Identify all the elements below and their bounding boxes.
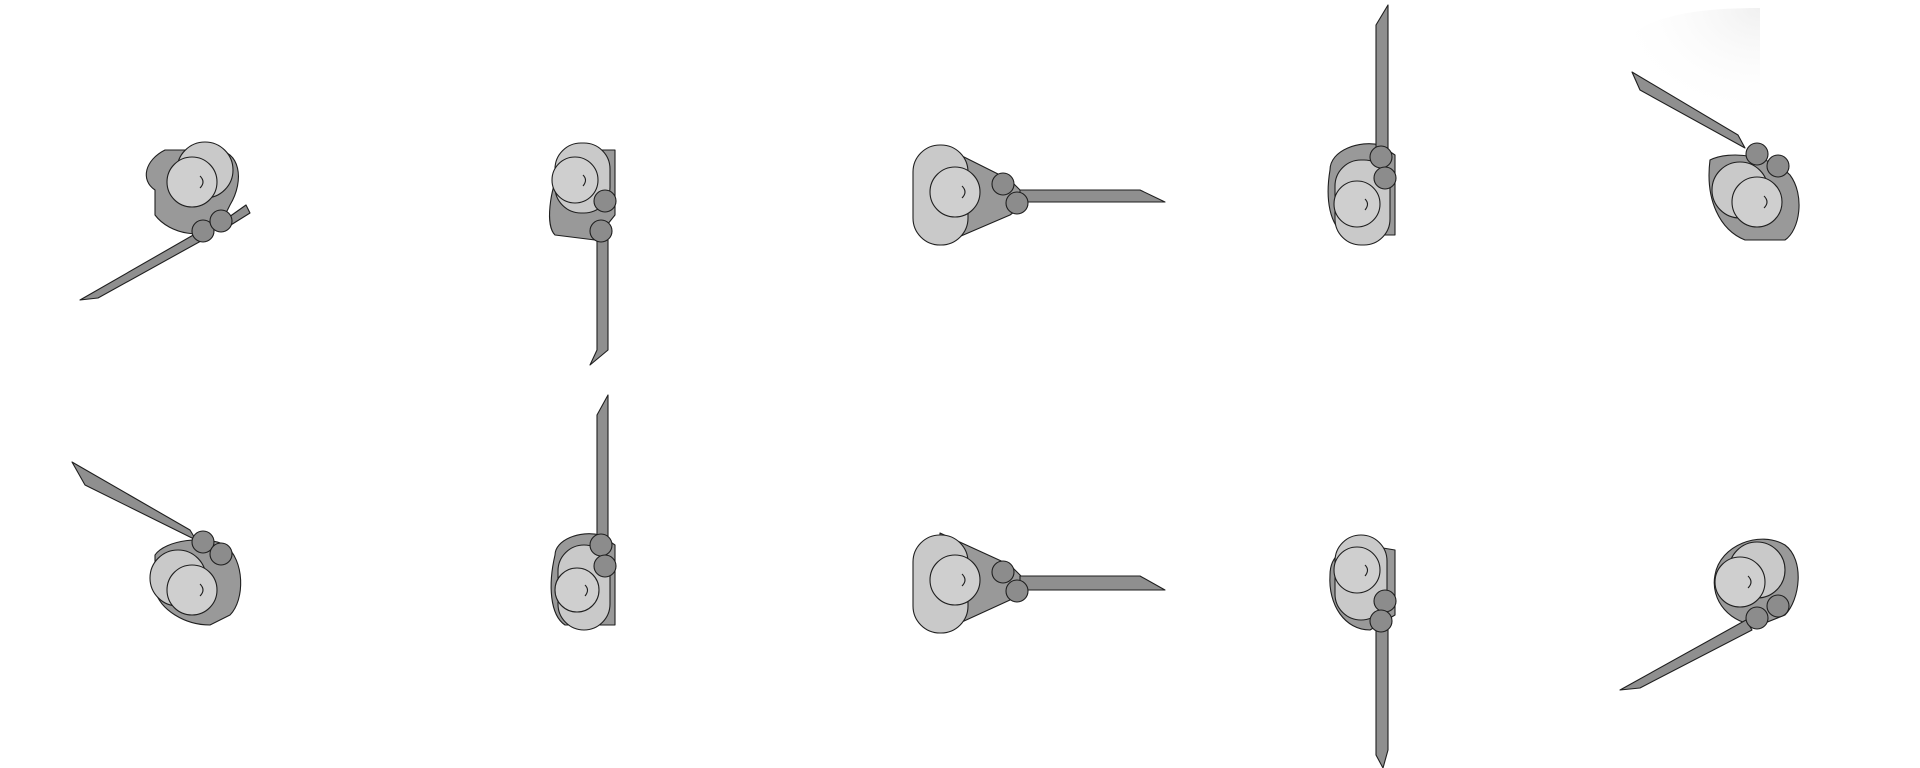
figure-row1-col3 [912, 144, 1166, 246]
figure-row2-col3 [912, 532, 1166, 634]
figure-row2-col4 [1329, 534, 1397, 768]
figure-row1-col1 [79, 141, 251, 301]
figure-row1-col2 [549, 142, 617, 366]
figure-row2-col2 [550, 394, 617, 631]
figure-row1-col5 [1631, 71, 1800, 241]
figure-row2-col5 [1619, 538, 1799, 691]
figure-row2-col1 [71, 461, 242, 626]
figure-row1-col4 [1327, 4, 1397, 246]
